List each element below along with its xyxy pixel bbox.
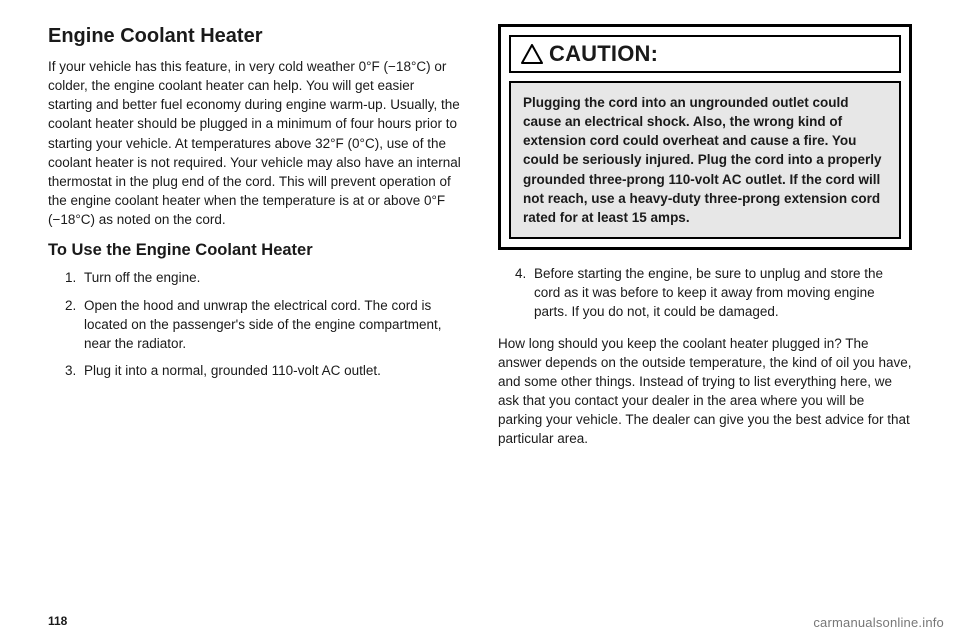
caution-label: CAUTION: <box>549 41 658 67</box>
subsection-heading: To Use the Engine Coolant Heater <box>48 241 462 260</box>
step-item: Before starting the engine, be sure to u… <box>530 264 912 321</box>
outro-paragraph: How long should you keep the coolant hea… <box>498 334 912 449</box>
right-column: CAUTION: Plugging the cord into an ungro… <box>498 24 912 461</box>
left-column: Engine Coolant Heater If your vehicle ha… <box>48 24 462 461</box>
step-item: Turn off the engine. <box>80 268 462 287</box>
step-item: Open the hood and unwrap the electrical … <box>80 296 462 353</box>
warning-triangle-icon <box>521 44 543 64</box>
intro-paragraph: If your vehicle has this feature, in ver… <box>48 57 462 229</box>
manual-page: Engine Coolant Heater If your vehicle ha… <box>0 0 960 640</box>
caution-body: Plugging the cord into an ungrounded out… <box>509 81 901 239</box>
source-watermark: carmanualsonline.info <box>813 615 944 630</box>
step-item: Plug it into a normal, grounded 110-volt… <box>80 361 462 380</box>
caution-box: CAUTION: Plugging the cord into an ungro… <box>498 24 912 250</box>
steps-list: Turn off the engine. Open the hood and u… <box>48 268 462 380</box>
steps-list-continued: Before starting the engine, be sure to u… <box>498 264 912 321</box>
caution-text: Plugging the cord into an ungrounded out… <box>523 93 887 227</box>
section-heading: Engine Coolant Heater <box>48 24 462 49</box>
caution-header: CAUTION: <box>509 35 901 73</box>
page-number: 118 <box>48 614 67 628</box>
two-column-layout: Engine Coolant Heater If your vehicle ha… <box>48 24 912 461</box>
